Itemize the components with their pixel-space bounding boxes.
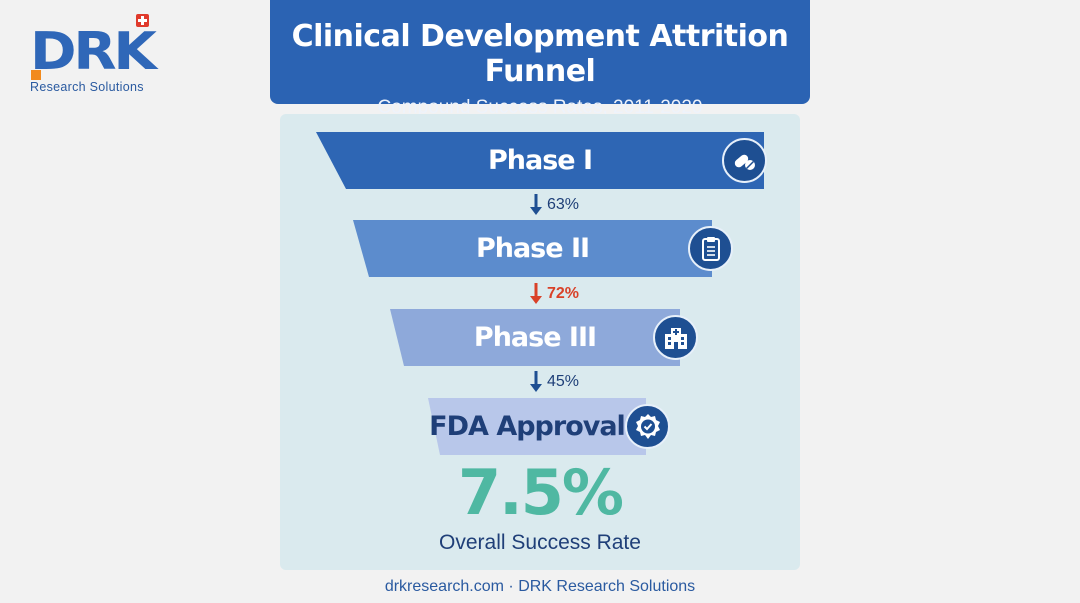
logo-dot: [31, 70, 41, 80]
funnel-stage-phase-2: Phase II: [353, 220, 733, 277]
funnel-stage-phase-1: Phase I: [316, 132, 767, 189]
swiss-cross-icon: [136, 14, 149, 27]
overall-success-label: Overall Success Rate: [439, 531, 641, 554]
approval-badge-icon: [625, 404, 670, 449]
arrow-down-icon: [530, 194, 542, 215]
drk-logo: DRK Research Solutions: [28, 14, 158, 94]
arrow-down-icon: [530, 283, 542, 304]
arrow-down-icon: [530, 371, 542, 392]
funnel-stage-fda-approval: FDA Approval: [428, 398, 670, 455]
hospital-icon: [653, 315, 698, 360]
page-title: Clinical Development Attrition Funnel: [291, 19, 789, 89]
logo-mark: DRK: [30, 22, 157, 82]
stage-label: FDA Approval: [429, 411, 626, 442]
transition-value: 45%: [547, 373, 580, 390]
pills-icon: [722, 138, 767, 183]
stage-label: Phase I: [487, 145, 593, 176]
transition-rate-2: 72%: [530, 281, 579, 307]
overall-success-value: 7.5%: [458, 456, 624, 529]
header-banner: Clinical Development Attrition Funnel Co…: [270, 0, 810, 118]
footer-credit: drkresearch.com · DRK Research Solutions: [384, 578, 696, 595]
transition-value: 63%: [547, 196, 580, 213]
funnel-stage-phase-3: Phase III: [390, 309, 698, 366]
transition-rate-3: 45%: [530, 369, 579, 395]
logo-tagline: Research Solutions: [30, 80, 144, 94]
transition-rate-1: 63%: [530, 192, 579, 218]
stage-label: Phase III: [473, 322, 597, 353]
stage-label: Phase II: [475, 233, 590, 264]
clipboard-icon: [688, 226, 733, 271]
transition-value: 72%: [547, 285, 580, 302]
page-subtitle: Compound Success Rates, 2011-2020: [377, 97, 703, 118]
